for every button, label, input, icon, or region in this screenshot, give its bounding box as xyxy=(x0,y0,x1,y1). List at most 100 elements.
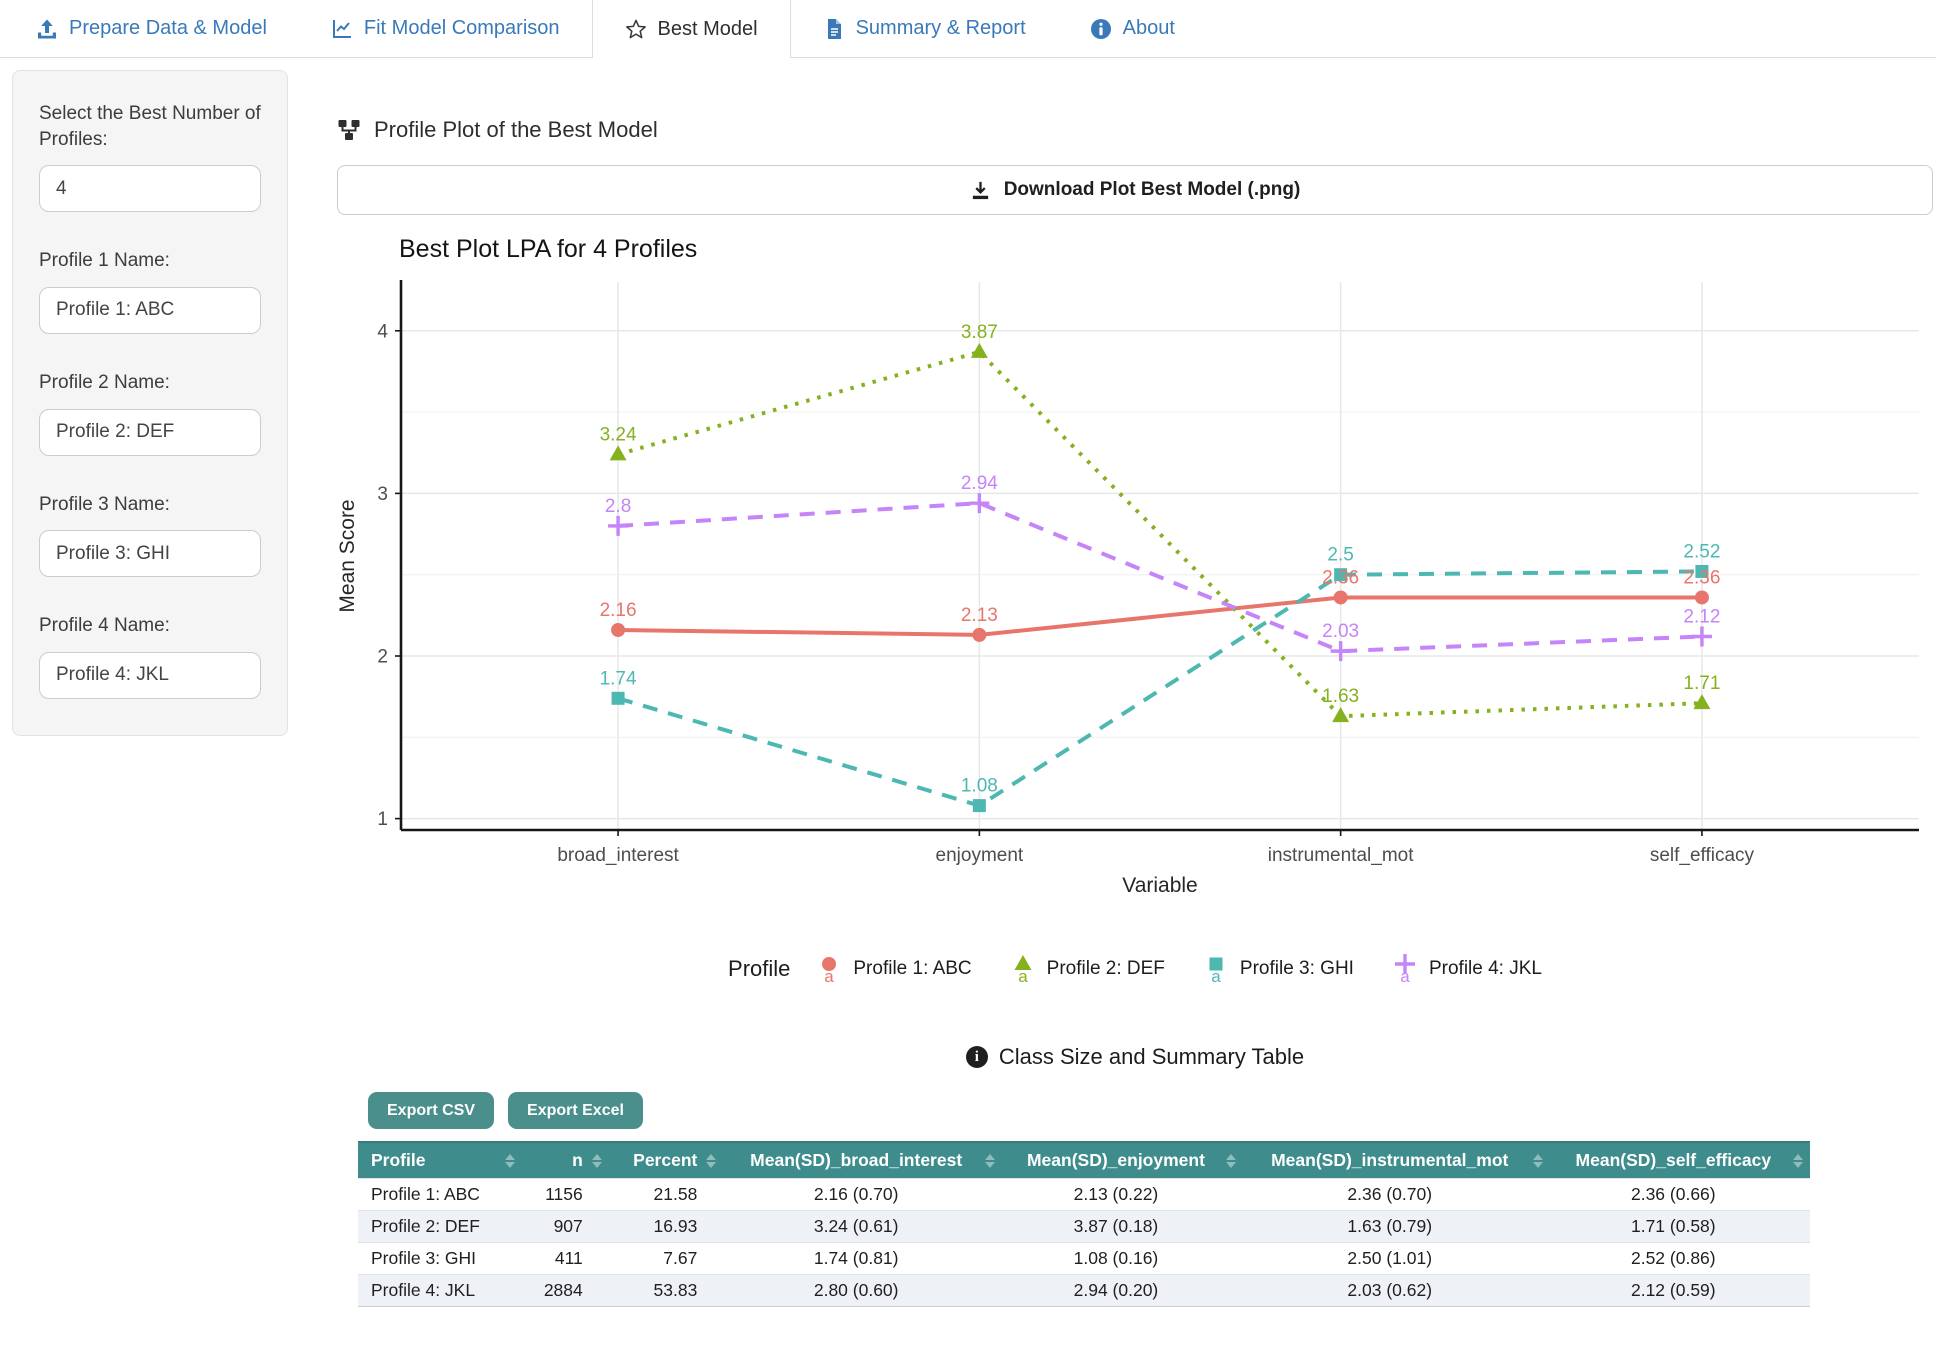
svg-text:2.36: 2.36 xyxy=(1322,567,1359,588)
legend-key-triangle-icon: a xyxy=(1014,955,1032,986)
svg-text:3: 3 xyxy=(377,484,388,505)
legend-item-label: Profile 3: GHI xyxy=(1239,958,1354,979)
sort-arrows-icon xyxy=(1225,1153,1236,1168)
export-excel-button[interactable]: Export Excel xyxy=(508,1092,643,1129)
svg-text:2.36: 2.36 xyxy=(1683,567,1720,588)
project-diagram-icon xyxy=(338,120,360,140)
column-header-label: Mean(SD)_self_efficacy xyxy=(1575,1150,1772,1170)
table-cell: 1.08 (0.16) xyxy=(1002,1242,1243,1275)
class-size-summary-table: Profile n Percent Mean(SD)_broad_interest Me… xyxy=(358,1141,1810,1307)
column-header[interactable]: Percent xyxy=(608,1141,724,1179)
file-icon xyxy=(827,18,841,39)
table-cell: 1156 xyxy=(522,1178,609,1211)
main-content: Profile Plot of the Best Model Download … xyxy=(337,57,1933,1307)
svg-text:2.03: 2.03 xyxy=(1322,621,1359,642)
svg-text:self_efficacy: self_efficacy xyxy=(1650,845,1755,866)
legend-key-square-icon: a xyxy=(1209,957,1223,986)
column-header[interactable]: Profile xyxy=(358,1141,523,1179)
svg-text:2: 2 xyxy=(377,647,388,668)
table-row: Profile 1: ABC 1156 21.58 2.16 (0.70) 2.13 (… xyxy=(358,1178,1810,1211)
sort-arrows-icon xyxy=(505,1153,516,1168)
svg-text:1.74: 1.74 xyxy=(600,668,637,689)
svg-text:Variable: Variable xyxy=(1122,874,1198,897)
svg-text:a: a xyxy=(1211,967,1221,986)
sort-arrows-icon xyxy=(985,1153,996,1168)
download-plot-button[interactable]: Download Plot Best Model (.png) xyxy=(337,165,1933,215)
table-heading-text: Class Size and Summary Table xyxy=(998,1044,1305,1069)
table-cell: 2.36 (0.66) xyxy=(1549,1178,1810,1211)
table-cell: 16.93 xyxy=(608,1210,724,1243)
svg-text:2.12: 2.12 xyxy=(1683,606,1720,627)
table-cell: 2.36 (0.70) xyxy=(1242,1178,1550,1211)
profile1-name-input[interactable] xyxy=(39,286,261,334)
profile4-name-input[interactable] xyxy=(39,651,261,699)
table-cell: 411 xyxy=(522,1242,609,1275)
tab-prepare-data-model[interactable]: Prepare Data & Model xyxy=(4,0,299,57)
svg-text:a: a xyxy=(1018,967,1028,986)
svg-text:instrumental_mot: instrumental_mot xyxy=(1268,845,1414,866)
table-cell: 53.83 xyxy=(608,1274,724,1307)
profile3-name-input[interactable] xyxy=(39,530,261,578)
table-cell: 2.12 (0.59) xyxy=(1549,1274,1810,1307)
column-header[interactable]: Mean(SD)_self_efficacy xyxy=(1549,1141,1810,1179)
column-header-label: Profile xyxy=(371,1150,426,1170)
table-cell: 2884 xyxy=(522,1274,609,1307)
table-cell: 2.52 (0.86) xyxy=(1549,1242,1810,1275)
tab-best-model[interactable]: Best Model xyxy=(591,0,791,58)
table-cell: 2.50 (1.01) xyxy=(1242,1242,1550,1275)
table-cell: 7.67 xyxy=(608,1242,724,1275)
svg-text:1: 1 xyxy=(377,809,388,830)
tab-summary-report[interactable]: Summary & Report xyxy=(791,0,1058,57)
table-cell: 1.74 (0.81) xyxy=(723,1242,1003,1275)
table-cell: Profile 2: DEF xyxy=(358,1210,523,1243)
tab-label: Summary & Report xyxy=(855,17,1026,39)
download-button-label: Download Plot Best Model (.png) xyxy=(1003,179,1301,200)
legend-key-plus-icon: a xyxy=(1394,954,1415,986)
plot-heading-text: Profile Plot of the Best Model xyxy=(374,117,658,142)
tab-about[interactable]: About xyxy=(1058,0,1207,57)
svg-text:enjoyment: enjoyment xyxy=(936,845,1024,866)
table-cell: Profile 3: GHI xyxy=(358,1242,523,1275)
column-header[interactable]: Mean(SD)_enjoyment xyxy=(1002,1141,1243,1179)
table-cell: 3.24 (0.61) xyxy=(723,1210,1003,1243)
sort-arrows-icon xyxy=(1793,1153,1803,1168)
profile4-name-label: Profile 4 Name: xyxy=(39,615,170,637)
table-cell: 1.71 (0.58) xyxy=(1549,1210,1810,1243)
best-profiles-label: Select the Best Number of Profiles: xyxy=(39,103,261,150)
legend-item: a Profile 4: JKL xyxy=(1390,952,1542,986)
tab-fit-model-comparison[interactable]: Fit Model Comparison xyxy=(299,0,592,57)
table-cell: 2.03 (0.62) xyxy=(1242,1274,1550,1307)
tab-label: Prepare Data & Model xyxy=(69,17,267,39)
export-csv-button[interactable]: Export CSV xyxy=(368,1092,495,1129)
legend-items: a Profile 1: ABC a Profile 2: DEF a Profile 3… xyxy=(814,952,1542,986)
info-circle-icon xyxy=(1090,18,1111,39)
summary-table-head: Profile n Percent Mean(SD)_broad_interest Me… xyxy=(358,1141,1810,1179)
table-cell: 1.63 (0.79) xyxy=(1242,1210,1550,1243)
svg-text:Mean Score: Mean Score xyxy=(337,499,359,612)
column-header-label: Mean(SD)_enjoyment xyxy=(1026,1150,1205,1170)
tab-label: Fit Model Comparison xyxy=(363,17,560,39)
svg-text:2.13: 2.13 xyxy=(961,605,998,626)
column-header[interactable]: Mean(SD)_instrumental_mot xyxy=(1242,1141,1550,1179)
table-cell: 2.80 (0.60) xyxy=(723,1274,1003,1307)
svg-text:a: a xyxy=(1400,967,1410,986)
plot-section-heading: Profile Plot of the Best Model xyxy=(337,117,1933,143)
column-header-label: Mean(SD)_broad_interest xyxy=(750,1150,963,1170)
column-header[interactable]: n xyxy=(522,1141,609,1179)
sort-arrows-icon xyxy=(1532,1153,1543,1168)
column-header-label: n xyxy=(572,1150,583,1170)
column-header[interactable]: Mean(SD)_broad_interest xyxy=(723,1141,1003,1179)
svg-text:1.71: 1.71 xyxy=(1683,673,1720,694)
svg-text:2.5: 2.5 xyxy=(1327,545,1353,566)
column-header-label: Percent xyxy=(633,1150,698,1170)
sort-arrows-icon xyxy=(706,1153,717,1168)
profile2-name-input[interactable] xyxy=(39,408,261,456)
profile-plot-chart: 1 2 3 4 broad_interest enjoyment instrumental_… xyxy=(337,280,1919,897)
legend-item: a Profile 1: ABC xyxy=(814,952,972,986)
table-cell: 3.87 (0.18) xyxy=(1002,1210,1243,1243)
column-header-label: Mean(SD)_instrumental_mot xyxy=(1271,1150,1509,1170)
table-row: Profile 4: JKL 2884 53.83 2.80 (0.60) 2.94 (… xyxy=(358,1274,1810,1307)
table-cell: 2.13 (0.22) xyxy=(1002,1178,1243,1211)
best-profiles-input[interactable] xyxy=(39,165,261,213)
svg-text:broad_interest: broad_interest xyxy=(557,845,679,866)
